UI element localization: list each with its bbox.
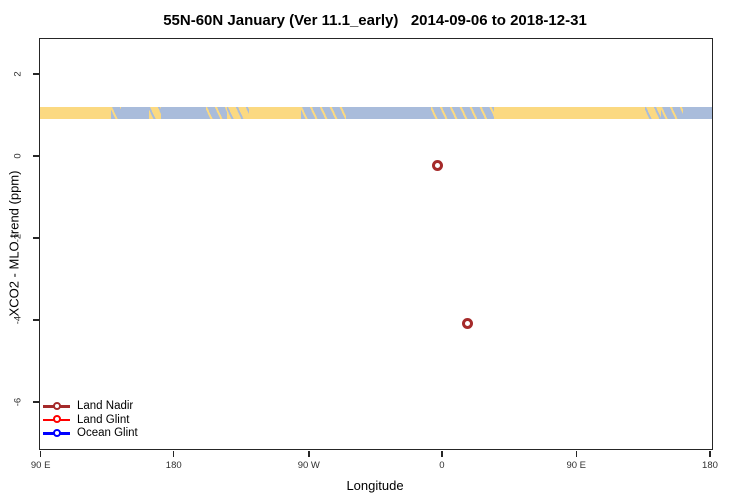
map-band-segment-ocean [683, 107, 712, 119]
data-point-land-nadir [461, 318, 473, 330]
x-axis-label: Longitude [346, 478, 404, 493]
legend-item-label: Land Glint [77, 413, 130, 426]
legend-marker-circle [52, 415, 61, 424]
y-tick [32, 155, 39, 157]
x-tick-label: 90 E [30, 460, 51, 471]
map-band-segment-mix_ol [111, 107, 122, 119]
y-tick-label: 2 [12, 71, 24, 77]
legend-marker-line [43, 415, 70, 424]
map-band-segment-land [248, 107, 301, 119]
y-tick [32, 319, 39, 321]
map-band-segment-mix_ol [660, 107, 684, 119]
x-tick-label: 0 [439, 460, 445, 471]
x-tick [308, 450, 310, 457]
x-tick-label: 90 W [297, 460, 320, 471]
y-tick-label: -6 [12, 397, 24, 407]
map-band-segment-mix_ol [300, 107, 346, 119]
y-tick [32, 401, 39, 403]
x-tick [709, 450, 711, 457]
x-tick [575, 450, 577, 457]
x-tick-label: 180 [165, 460, 182, 471]
map-band-segment-mix_ol [205, 107, 227, 119]
legend-marker-circle [52, 428, 61, 437]
map-band-segment-land [494, 107, 645, 119]
legend-marker-circle [52, 401, 61, 410]
legend: Land Nadir Land Glint Ocean Glint [43, 400, 138, 441]
data-point-land-nadir [431, 159, 443, 171]
legend-item: Land Nadir [43, 400, 138, 414]
map-band-segment-ocean [345, 107, 432, 119]
legend-item-label: Land Nadir [77, 400, 134, 413]
y-tick [32, 73, 39, 75]
legend-marker-line [43, 428, 70, 437]
map-band-segment-mix_lo [148, 107, 161, 119]
y-axis-label: XCO2 - MLO trend (ppm) [6, 170, 22, 317]
legend-item: Land Glint [43, 413, 138, 427]
map-band-segment-land [40, 107, 112, 119]
map-band-segment-mix_lo [226, 107, 249, 119]
x-tick [39, 450, 42, 457]
map-band-segment-mix_ol [431, 107, 495, 119]
plot-area: Land Nadir Land Glint Ocean Glint 90 E 180 9… [13, 38, 718, 471]
map-band-segment-ocean [121, 107, 149, 119]
legend-marker-line [43, 401, 70, 410]
chart-title: 55N-60N January (Ver 11.1_early) 2014-09… [163, 12, 587, 29]
legend-item: Ocean Glint [43, 427, 138, 441]
map-band-segment-ocean [160, 107, 206, 119]
x-tick [172, 450, 175, 457]
x-tick-label: 90 E [566, 460, 587, 471]
map-band-segment-mix_lo [644, 107, 661, 119]
x-tick-label: 180 [702, 460, 718, 471]
x-tick [441, 450, 443, 457]
legend-item-label: Ocean Glint [77, 427, 138, 440]
y-tick [32, 237, 39, 239]
